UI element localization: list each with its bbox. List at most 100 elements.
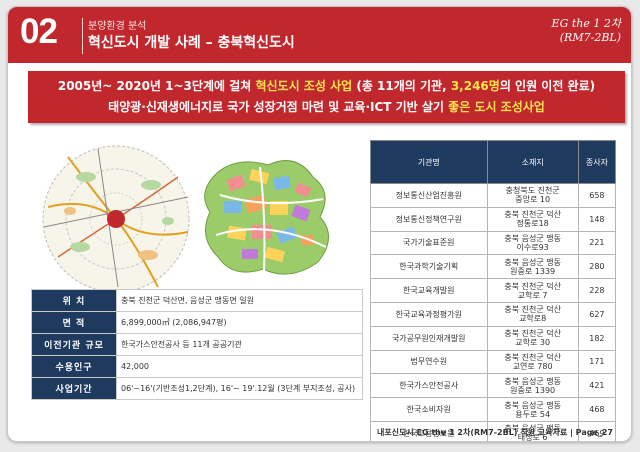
section-subtitle: 분양환경 분석 — [88, 21, 147, 32]
agency-location-line2: 교학로 30 — [515, 338, 551, 348]
info-value: 6,899,000㎡ (2,086,947평) — [116, 311, 363, 334]
footer-note: 내포신도시 EG the 1 2차(RM7-2BL) 직원 교육자료 | Pag… — [376, 428, 613, 437]
agency-name: 정보통신산업진흥원 — [370, 183, 488, 208]
agency-location-line1: 충북 진천군 덕산 — [504, 305, 561, 315]
info-key: 사업기간 — [31, 377, 117, 400]
agency-location: 충북 진천군 덕산 교학로 7 — [486, 278, 579, 303]
agency-location-line1: 충북 음성군 맹동 — [504, 424, 561, 434]
info-value: 한국가스안전공사 등 11개 공공기관 — [116, 333, 363, 356]
banner-text: 태양광·신재생에너지로 국가 성장거점 마련 및 교육·ICT 기반 살기 — [108, 100, 449, 114]
agency-row: 한국교육과정평가원 충북 진천군 덕산 교학로8 627 — [370, 301, 617, 327]
agency-location-line1: 충청북도 진천군 — [505, 186, 560, 196]
header-bar: 02 분양환경 분석 혁신도시 개발 사례 – 충북혁신도시 EG the 1 … — [8, 7, 631, 63]
agency-location-line2: 이수로93 — [516, 242, 549, 252]
summary-banner: 2005년~ 2020년 1~3단계에 걸쳐 혁신도시 조성 사업 (총 11개… — [28, 71, 625, 123]
masterplan-map — [204, 160, 329, 275]
agency-location-line1: 충북 음성군 맹동 — [504, 400, 561, 410]
agency-name: 한국과학기술기획 — [370, 254, 488, 280]
agency-staff: 280 — [577, 254, 617, 280]
agency-row: 한국소비자원 충북 음성군 맹동 용두로 54 468 — [370, 397, 617, 422]
agency-location-line2: 교학로8 — [519, 314, 547, 324]
agency-location: 충북 진천군 덕산 교학로8 — [486, 301, 579, 327]
agency-location-line1: 충북 진천군 덕산 — [504, 329, 561, 339]
map-panel — [28, 137, 360, 293]
info-value: 06'~16'(기반조성1,2단계), 16'~ 19'.12월 (3단계 부지… — [116, 377, 363, 400]
agency-location-line2: 교연로 780 — [512, 361, 553, 371]
agency-row: 한국과학기술기획 충북 음성군 맹동 원중로 1339 280 — [370, 254, 617, 280]
agency-staff: 221 — [577, 230, 617, 256]
agency-location-line2: 용두로 54 — [515, 409, 551, 419]
agency-name: 국가공무원인재개발원 — [370, 325, 488, 351]
agency-location: 충북 진천군 덕산 교연로 780 — [486, 349, 579, 375]
info-key: 수용인구 — [31, 355, 117, 378]
agency-location-line1: 충북 음성군 맹동 — [504, 233, 561, 243]
map-graphics — [42, 145, 329, 293]
agency-staff: 171 — [577, 349, 617, 375]
agency-location-line2: 교학로 7 — [517, 290, 548, 300]
project-tag-line2: (RM7-2BL) — [559, 31, 621, 44]
agency-location-line2: 중앙로 10 — [515, 195, 551, 205]
info-row: 이전기관 규모 한국가스안전공사 등 11개 공공기관 — [31, 333, 363, 356]
agency-staff: 148 — [577, 206, 617, 232]
agency-location-line2: 원중로 1390 — [510, 385, 556, 395]
agency-location-line2: 태정로 6 — [517, 433, 548, 442]
agency-staff: 627 — [577, 301, 617, 327]
banner-highlight: 3,246명 — [450, 79, 500, 93]
agency-row: 한국고용정보원 충북 음성군 맹동 태정로 6 469 — [370, 420, 617, 442]
info-key: 위 치 — [31, 289, 117, 312]
banner-highlight: 좋은 도시 조성사업 — [448, 100, 545, 114]
agency-row: 법무연수원 충북 진천군 덕산 교연로 780 171 — [370, 349, 617, 375]
info-row: 위 치 충북 진천군 덕산면, 음성군 맹동면 일원 — [31, 289, 363, 312]
slide-frame: 02 분양환경 분석 혁신도시 개발 사례 – 충북혁신도시 EG the 1 … — [7, 6, 632, 442]
agency-staff: 658 — [577, 183, 617, 208]
banner-text: 2005년~ 2020년 1~3단계에 걸쳐 — [57, 79, 256, 93]
header-divider — [82, 18, 83, 54]
banner-text: 의 인원 이전 완료) — [499, 79, 596, 93]
agency-staff: 468 — [577, 397, 617, 422]
project-info-table: 위 치 충북 진천군 덕산면, 음성군 맹동면 일원 면 적 6,899,000㎡ (… — [31, 289, 363, 400]
agency-name: 한국교육개발원 — [370, 278, 488, 303]
banner-highlight: 혁신도시 조성 사업 — [255, 79, 353, 93]
info-key: 이전기관 규모 — [31, 333, 117, 356]
agency-name: 정보통신정책연구원 — [370, 206, 488, 232]
agency-location: 충북 음성군 맹동 원중로 1339 — [486, 254, 579, 280]
agency-name: 한국소비자원 — [370, 397, 488, 422]
agency-location-line1: 충북 진천군 덕산 — [504, 210, 561, 220]
col-header-staff: 종사자 — [577, 140, 617, 184]
agency-name: 한국교육과정평가원 — [370, 301, 488, 327]
agency-name: 한국가스안전공사 — [370, 373, 488, 399]
regional-location-map — [42, 145, 190, 293]
info-row: 사업기간 06'~16'(기반조성1,2단계), 16'~ 19'.12월 (3단… — [31, 377, 363, 400]
project-tag: EG the 1 2차 (RM7-2BL) — [552, 17, 621, 45]
agency-location-line2: 정통로18 — [516, 219, 549, 229]
agency-location: 충북 진천군 덕산 교학로 30 — [486, 325, 579, 351]
agency-location: 충북 음성군 맹동 원중로 1390 — [486, 373, 579, 399]
agency-name: 법무연수원 — [370, 349, 488, 375]
agency-location-line1: 충북 음성군 맹동 — [504, 376, 561, 386]
banner-line1: 2005년~ 2020년 1~3단계에 걸쳐 혁신도시 조성 사업 (총 11개… — [28, 77, 625, 94]
agency-staff: 421 — [577, 373, 617, 399]
agency-row: 정보통신정책연구원 충북 진천군 덕산 정통로18 148 — [370, 206, 617, 232]
agency-location: 충북 음성군 맹동 용두로 54 — [486, 397, 579, 422]
agency-row: 국가기술표준원 충북 음성군 맹동 이수로93 221 — [370, 230, 617, 256]
info-key: 면 적 — [31, 311, 117, 334]
agency-location-line1: 충북 음성군 맹동 — [504, 257, 561, 267]
agency-location-line2: 원중로 1339 — [510, 266, 556, 276]
agency-location: 충북 음성군 맹동 이수로93 — [486, 230, 579, 256]
agency-row: 한국가스안전공사 충북 음성군 맹동 원중로 1390 421 — [370, 373, 617, 399]
col-header-location: 소재지 — [486, 140, 579, 184]
agency-location: 충북 진천군 덕산 정통로18 — [486, 206, 579, 232]
agency-row: 한국교육개발원 충북 진천군 덕산 교학로 7 228 — [370, 278, 617, 303]
agency-table-header: 기관명 소재지 종사자 — [370, 140, 617, 184]
project-tag-line1: EG the 1 2차 — [551, 17, 621, 30]
agency-staff: 228 — [577, 278, 617, 303]
info-value: 42,000 — [116, 355, 363, 378]
agency-row: 국가공무원인재개발원 충북 진천군 덕산 교학로 30 182 — [370, 325, 617, 351]
banner-text: (총 11개의 기관, — [352, 79, 451, 93]
info-value: 충북 진천군 덕산면, 음성군 맹동면 일원 — [116, 289, 363, 312]
page-title: 혁신도시 개발 사례 – 충북혁신도시 — [88, 35, 295, 51]
agency-name: 국가기술표준원 — [370, 230, 488, 256]
agency-table: 기관명 소재지 종사자 정보통신산업진흥원 충청북도 진천군 중앙로 10 658 정보… — [370, 140, 617, 442]
info-row: 수용인구 42,000 — [31, 355, 363, 378]
banner-line2: 태양광·신재생에너지로 국가 성장거점 마련 및 교육·ICT 기반 살기 좋은… — [28, 98, 625, 115]
